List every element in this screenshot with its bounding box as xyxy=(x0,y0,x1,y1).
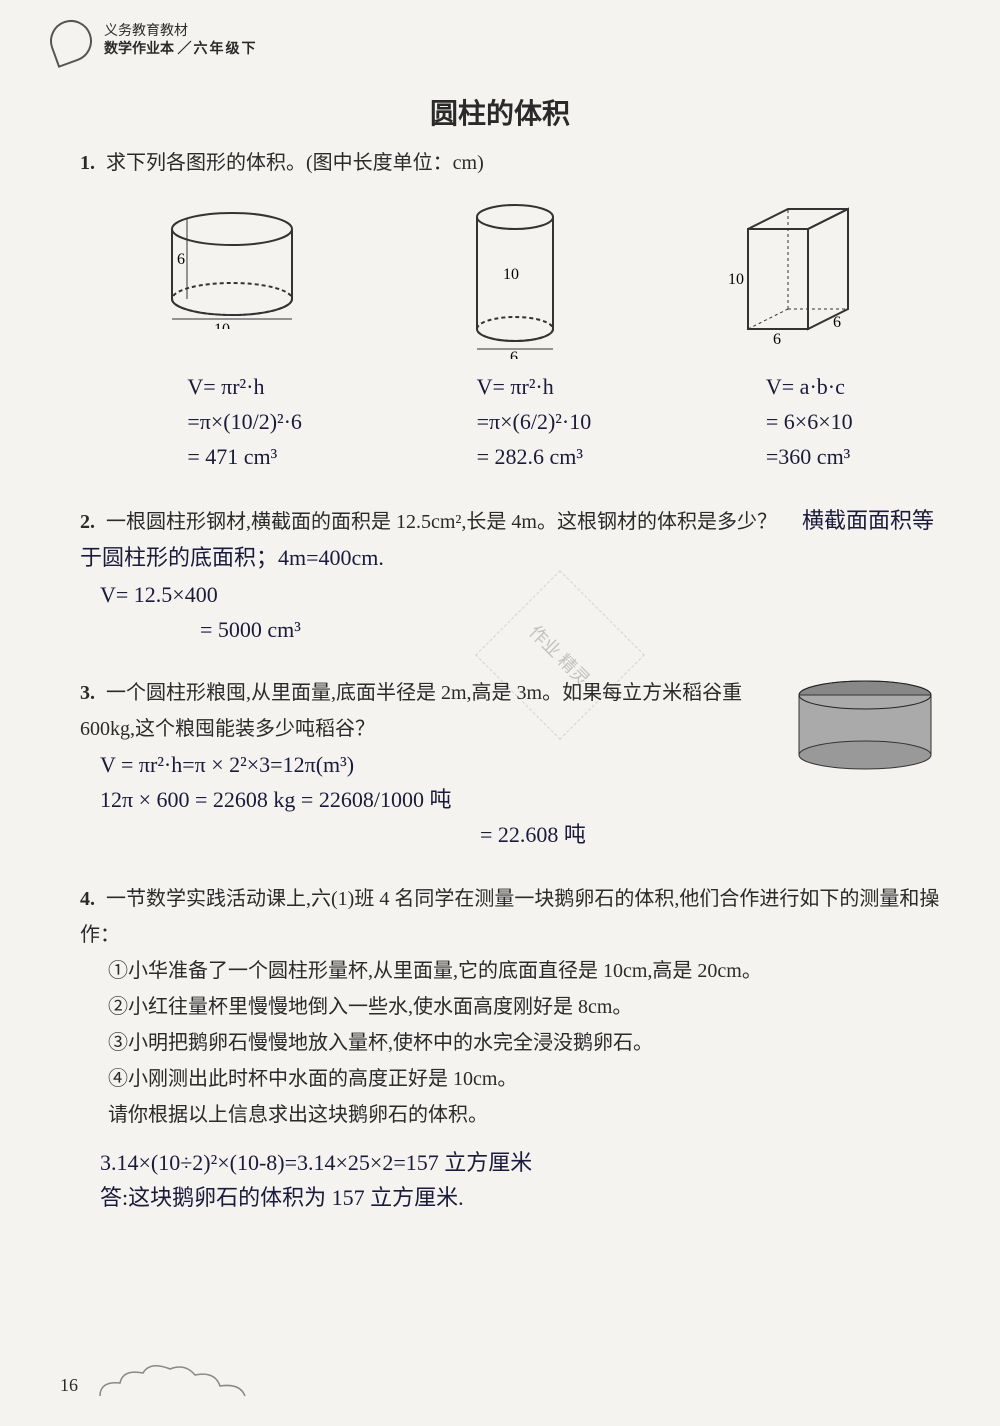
p1-hw-col1: V= πr²·h =π×(10/2)²·6 = 471 cm³ xyxy=(187,369,302,475)
page-header: 义务教育教材 数学作业本 ／六年级下 xyxy=(50,20,258,62)
fig2-d: 6 xyxy=(510,349,518,359)
hw-line: =360 cm³ xyxy=(766,439,853,474)
fig3-a: 6 xyxy=(773,331,781,348)
p4-hw-1: 答:这块鹅卵石的体积为 157 立方厘米. xyxy=(100,1180,940,1215)
hw-line: V= πr²·h xyxy=(187,369,302,404)
hw-line: = 282.6 cm³ xyxy=(477,439,592,474)
header-line2-bold: 数学作业本 xyxy=(104,42,174,57)
p1-hw-col3: V= a·b·c = 6×6×10 =360 cm³ xyxy=(766,369,853,475)
p4-step-2: ②小红往量杯里慢慢地倒入一些水,使水面高度刚好是 8cm。 xyxy=(108,989,940,1025)
p2-hw-2: = 5000 cm³ xyxy=(200,612,940,647)
p3-hw-1: 12π × 600 = 22608 kg = 22608/1000 吨 xyxy=(100,782,940,817)
fig2-h: 10 xyxy=(503,266,519,283)
hw-line: =π×(6/2)²·10 xyxy=(477,404,592,439)
page-number: 16 xyxy=(60,1375,78,1396)
p4-step-4: ④小刚测出此时杯中水面的高度正好是 10cm。 xyxy=(108,1061,940,1097)
logo-icon xyxy=(44,14,98,68)
hw-line: V= πr²·h xyxy=(477,369,592,404)
problem-4-num: 4. xyxy=(80,888,95,910)
problem-3: 3. 一个圆柱形粮囤,从里面量,底面半径是 2m,高是 3m。如果每立方米稻谷重… xyxy=(80,675,940,853)
cloud-decoration-icon xyxy=(95,1361,255,1401)
problem-2: 2. 一根圆柱形钢材,横截面的面积是 12.5cm²,长是 4m。这根钢材的体积… xyxy=(80,503,940,647)
p1-handwriting: V= πr²·h =π×(10/2)²·6 = 471 cm³ V= πr²·h… xyxy=(100,369,940,475)
p3-hw-2: = 22.608 吨 xyxy=(480,817,940,852)
p4-hw-0: 3.14×(10÷2)²×(10-8)=3.14×25×2=157 立方厘米 xyxy=(100,1145,940,1180)
content-area: 1. 求下列各图形的体积。(图中长度单位：cm) 6 10 xyxy=(80,145,940,1243)
p1-hw-col2: V= πr²·h =π×(6/2)²·10 = 282.6 cm³ xyxy=(477,369,592,475)
figure-cylinder-2: 10 6 xyxy=(455,199,575,359)
hw-line: = 6×6×10 xyxy=(766,404,853,439)
p4-step-3: ③小明把鹅卵石慢慢地放入量杯,使杯中的水完全浸没鹅卵石。 xyxy=(108,1025,940,1061)
page-title: 圆柱的体积 xyxy=(0,92,1000,132)
problem-4-text: 一节数学实践活动课上,六(1)班 4 名同学在测量一块鹅卵石的体积,他们合作进行… xyxy=(80,888,939,946)
fig1-d: 10 xyxy=(214,321,230,329)
hw-line: V= a·b·c xyxy=(766,369,853,404)
p4-prompt: 请你根据以上信息求出这块鹅卵石的体积。 xyxy=(108,1097,940,1133)
figure-cylinder-1: 6 10 xyxy=(152,199,312,359)
p2-hw-1: V= 12.5×400 xyxy=(100,577,940,612)
p4-step-1: ①小华准备了一个圆柱形量杯,从里面量,它的底面直径是 10cm,高是 20cm。 xyxy=(108,953,940,989)
fig3-h: 10 xyxy=(728,271,744,288)
header-line1: 义务教育教材 xyxy=(104,23,258,41)
problem-3-text: 一个圆柱形粮囤,从里面量,底面半径是 2m,高是 3m。如果每立方米稻谷重 60… xyxy=(80,682,742,740)
problem-1-num: 1. xyxy=(80,152,95,174)
hw-line: = 471 cm³ xyxy=(187,439,302,474)
fig1-h: 6 xyxy=(177,251,185,268)
problem-1-text: 求下列各图形的体积。(图中长度单位：cm) xyxy=(106,152,484,174)
problem-1: 1. 求下列各图形的体积。(图中长度单位：cm) 6 10 xyxy=(80,145,940,475)
header-text: 义务教育教材 数学作业本 ／六年级下 xyxy=(104,23,258,59)
granary-image xyxy=(790,675,940,775)
problem-2-num: 2. xyxy=(80,511,95,533)
figure-prism: 10 6 6 xyxy=(718,199,868,359)
figures-row: 6 10 10 6 xyxy=(80,199,940,359)
problem-2-text: 一根圆柱形钢材,横截面的面积是 12.5cm²,长是 4m。这根钢材的体积是多少… xyxy=(106,511,777,533)
hw-line: =π×(10/2)²·6 xyxy=(187,404,302,439)
problem-3-num: 3. xyxy=(80,682,95,704)
problem-4: 4. 一节数学实践活动课上,六(1)班 4 名同学在测量一块鹅卵石的体积,他们合… xyxy=(80,881,940,1215)
fig3-b: 6 xyxy=(833,314,841,331)
header-grade: ／六年级下 xyxy=(178,41,258,59)
